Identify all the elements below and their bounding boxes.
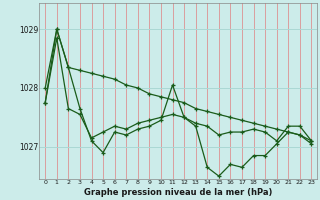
X-axis label: Graphe pression niveau de la mer (hPa): Graphe pression niveau de la mer (hPa) bbox=[84, 188, 273, 197]
